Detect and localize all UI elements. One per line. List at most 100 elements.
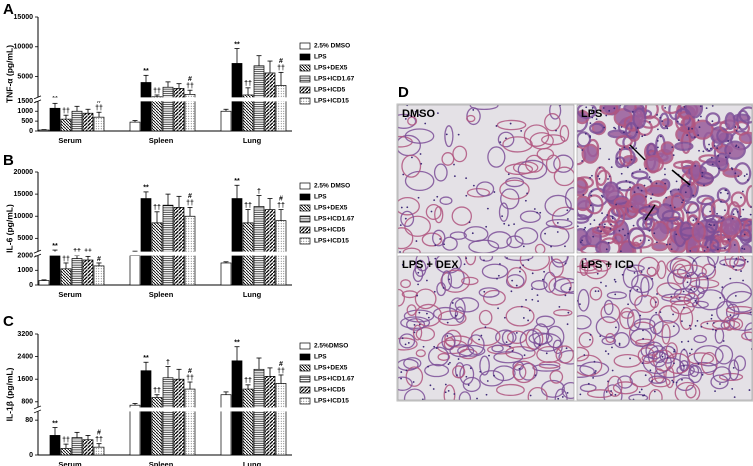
y-tick-label: 80 bbox=[25, 417, 33, 424]
nucleus bbox=[640, 271, 643, 273]
nucleus bbox=[581, 160, 584, 162]
tissue-wall bbox=[736, 109, 750, 131]
nucleus bbox=[722, 340, 725, 342]
nucleus bbox=[528, 309, 531, 312]
tissue-wall bbox=[519, 256, 551, 272]
nucleus bbox=[750, 206, 752, 208]
nucleus bbox=[422, 345, 425, 348]
tissue-wall bbox=[627, 227, 646, 250]
y-tick-label: 2000 bbox=[17, 252, 33, 259]
arrow bbox=[644, 204, 656, 221]
nucleus bbox=[619, 250, 622, 253]
nucleus bbox=[505, 341, 508, 344]
nucleus bbox=[515, 332, 518, 334]
nucleus bbox=[630, 158, 633, 161]
tissue-wall bbox=[432, 306, 459, 321]
nucleus bbox=[641, 362, 644, 365]
nucleus bbox=[732, 366, 735, 369]
bar bbox=[49, 255, 61, 286]
significance-label: †† bbox=[277, 202, 285, 209]
legend-label: LPS+ICD1.67 bbox=[314, 376, 355, 383]
significance-label: # bbox=[97, 256, 101, 263]
tissue-wall bbox=[659, 112, 670, 130]
tissue-wall bbox=[482, 289, 506, 306]
nucleus bbox=[543, 270, 545, 273]
tissue-wall bbox=[724, 140, 746, 160]
nucleus bbox=[591, 107, 594, 109]
nucleus bbox=[434, 244, 437, 247]
significance-label: †† bbox=[62, 256, 70, 263]
nucleus bbox=[745, 173, 748, 176]
significance-label: # bbox=[279, 361, 283, 368]
tissue-wall bbox=[443, 384, 456, 400]
nucleus bbox=[608, 158, 610, 161]
legend-label: LPS bbox=[314, 354, 327, 361]
nucleus bbox=[594, 372, 596, 374]
legend-label: LPS+ICD15 bbox=[314, 98, 349, 105]
tissue-wall bbox=[594, 166, 608, 187]
tissue-wall bbox=[517, 159, 548, 180]
nucleus bbox=[661, 355, 664, 358]
nucleus bbox=[407, 115, 409, 118]
legend-label: LPS+DEX5 bbox=[314, 365, 348, 372]
nucleus bbox=[613, 126, 615, 129]
tissue-wall bbox=[401, 154, 422, 178]
nucleus bbox=[637, 186, 640, 189]
nucleus bbox=[735, 145, 737, 148]
tissue-wall bbox=[629, 192, 648, 211]
bar bbox=[82, 259, 94, 286]
tissue-wall bbox=[541, 134, 566, 146]
significance-label: # bbox=[188, 76, 192, 83]
nucleus bbox=[472, 184, 475, 187]
tissue-wall bbox=[592, 260, 612, 272]
nucleus bbox=[696, 320, 699, 322]
nucleus bbox=[656, 113, 658, 116]
nucleus bbox=[723, 263, 726, 266]
tissue-wall bbox=[658, 305, 680, 324]
tissue-wall bbox=[586, 389, 614, 399]
nucleus bbox=[597, 226, 600, 229]
nucleus bbox=[675, 180, 678, 183]
nucleus bbox=[630, 205, 633, 208]
tissue-wall bbox=[685, 384, 697, 399]
nucleus bbox=[400, 377, 402, 380]
nucleus bbox=[434, 257, 437, 260]
nucleus bbox=[457, 358, 460, 360]
nucleus bbox=[404, 343, 407, 346]
nucleus bbox=[684, 191, 687, 194]
tissue-wall bbox=[696, 194, 715, 206]
tissue-wall bbox=[603, 384, 623, 400]
nucleus bbox=[631, 110, 634, 113]
tissue-wall bbox=[433, 163, 448, 182]
nucleus bbox=[629, 357, 631, 360]
nucleus bbox=[600, 194, 603, 197]
tissue-wall bbox=[441, 270, 453, 291]
nucleus bbox=[681, 320, 683, 323]
nucleus bbox=[607, 241, 610, 244]
histology-image bbox=[577, 256, 752, 400]
nucleus bbox=[405, 369, 408, 372]
nucleus bbox=[579, 303, 581, 306]
y-tick-label: 800 bbox=[21, 399, 33, 406]
tissue-wall bbox=[466, 107, 481, 126]
nucleus bbox=[677, 188, 680, 191]
bar bbox=[60, 448, 72, 456]
nucleus bbox=[589, 333, 592, 336]
nucleus bbox=[592, 109, 595, 112]
nucleus bbox=[729, 152, 731, 155]
tissue-wall bbox=[498, 202, 509, 222]
tissue-wall bbox=[504, 256, 534, 262]
nucleus bbox=[648, 229, 651, 232]
nucleus bbox=[599, 147, 602, 150]
tissue-wall bbox=[544, 194, 572, 217]
tissue-wall bbox=[705, 112, 721, 127]
nucleus bbox=[567, 311, 570, 314]
significance-label: ** bbox=[143, 355, 149, 362]
bar bbox=[184, 215, 196, 286]
nucleus bbox=[610, 393, 612, 396]
tissue-wall bbox=[505, 346, 536, 360]
tissue-wall bbox=[449, 231, 467, 240]
significance-label: †† bbox=[186, 200, 194, 207]
tissue-wall bbox=[412, 324, 423, 341]
